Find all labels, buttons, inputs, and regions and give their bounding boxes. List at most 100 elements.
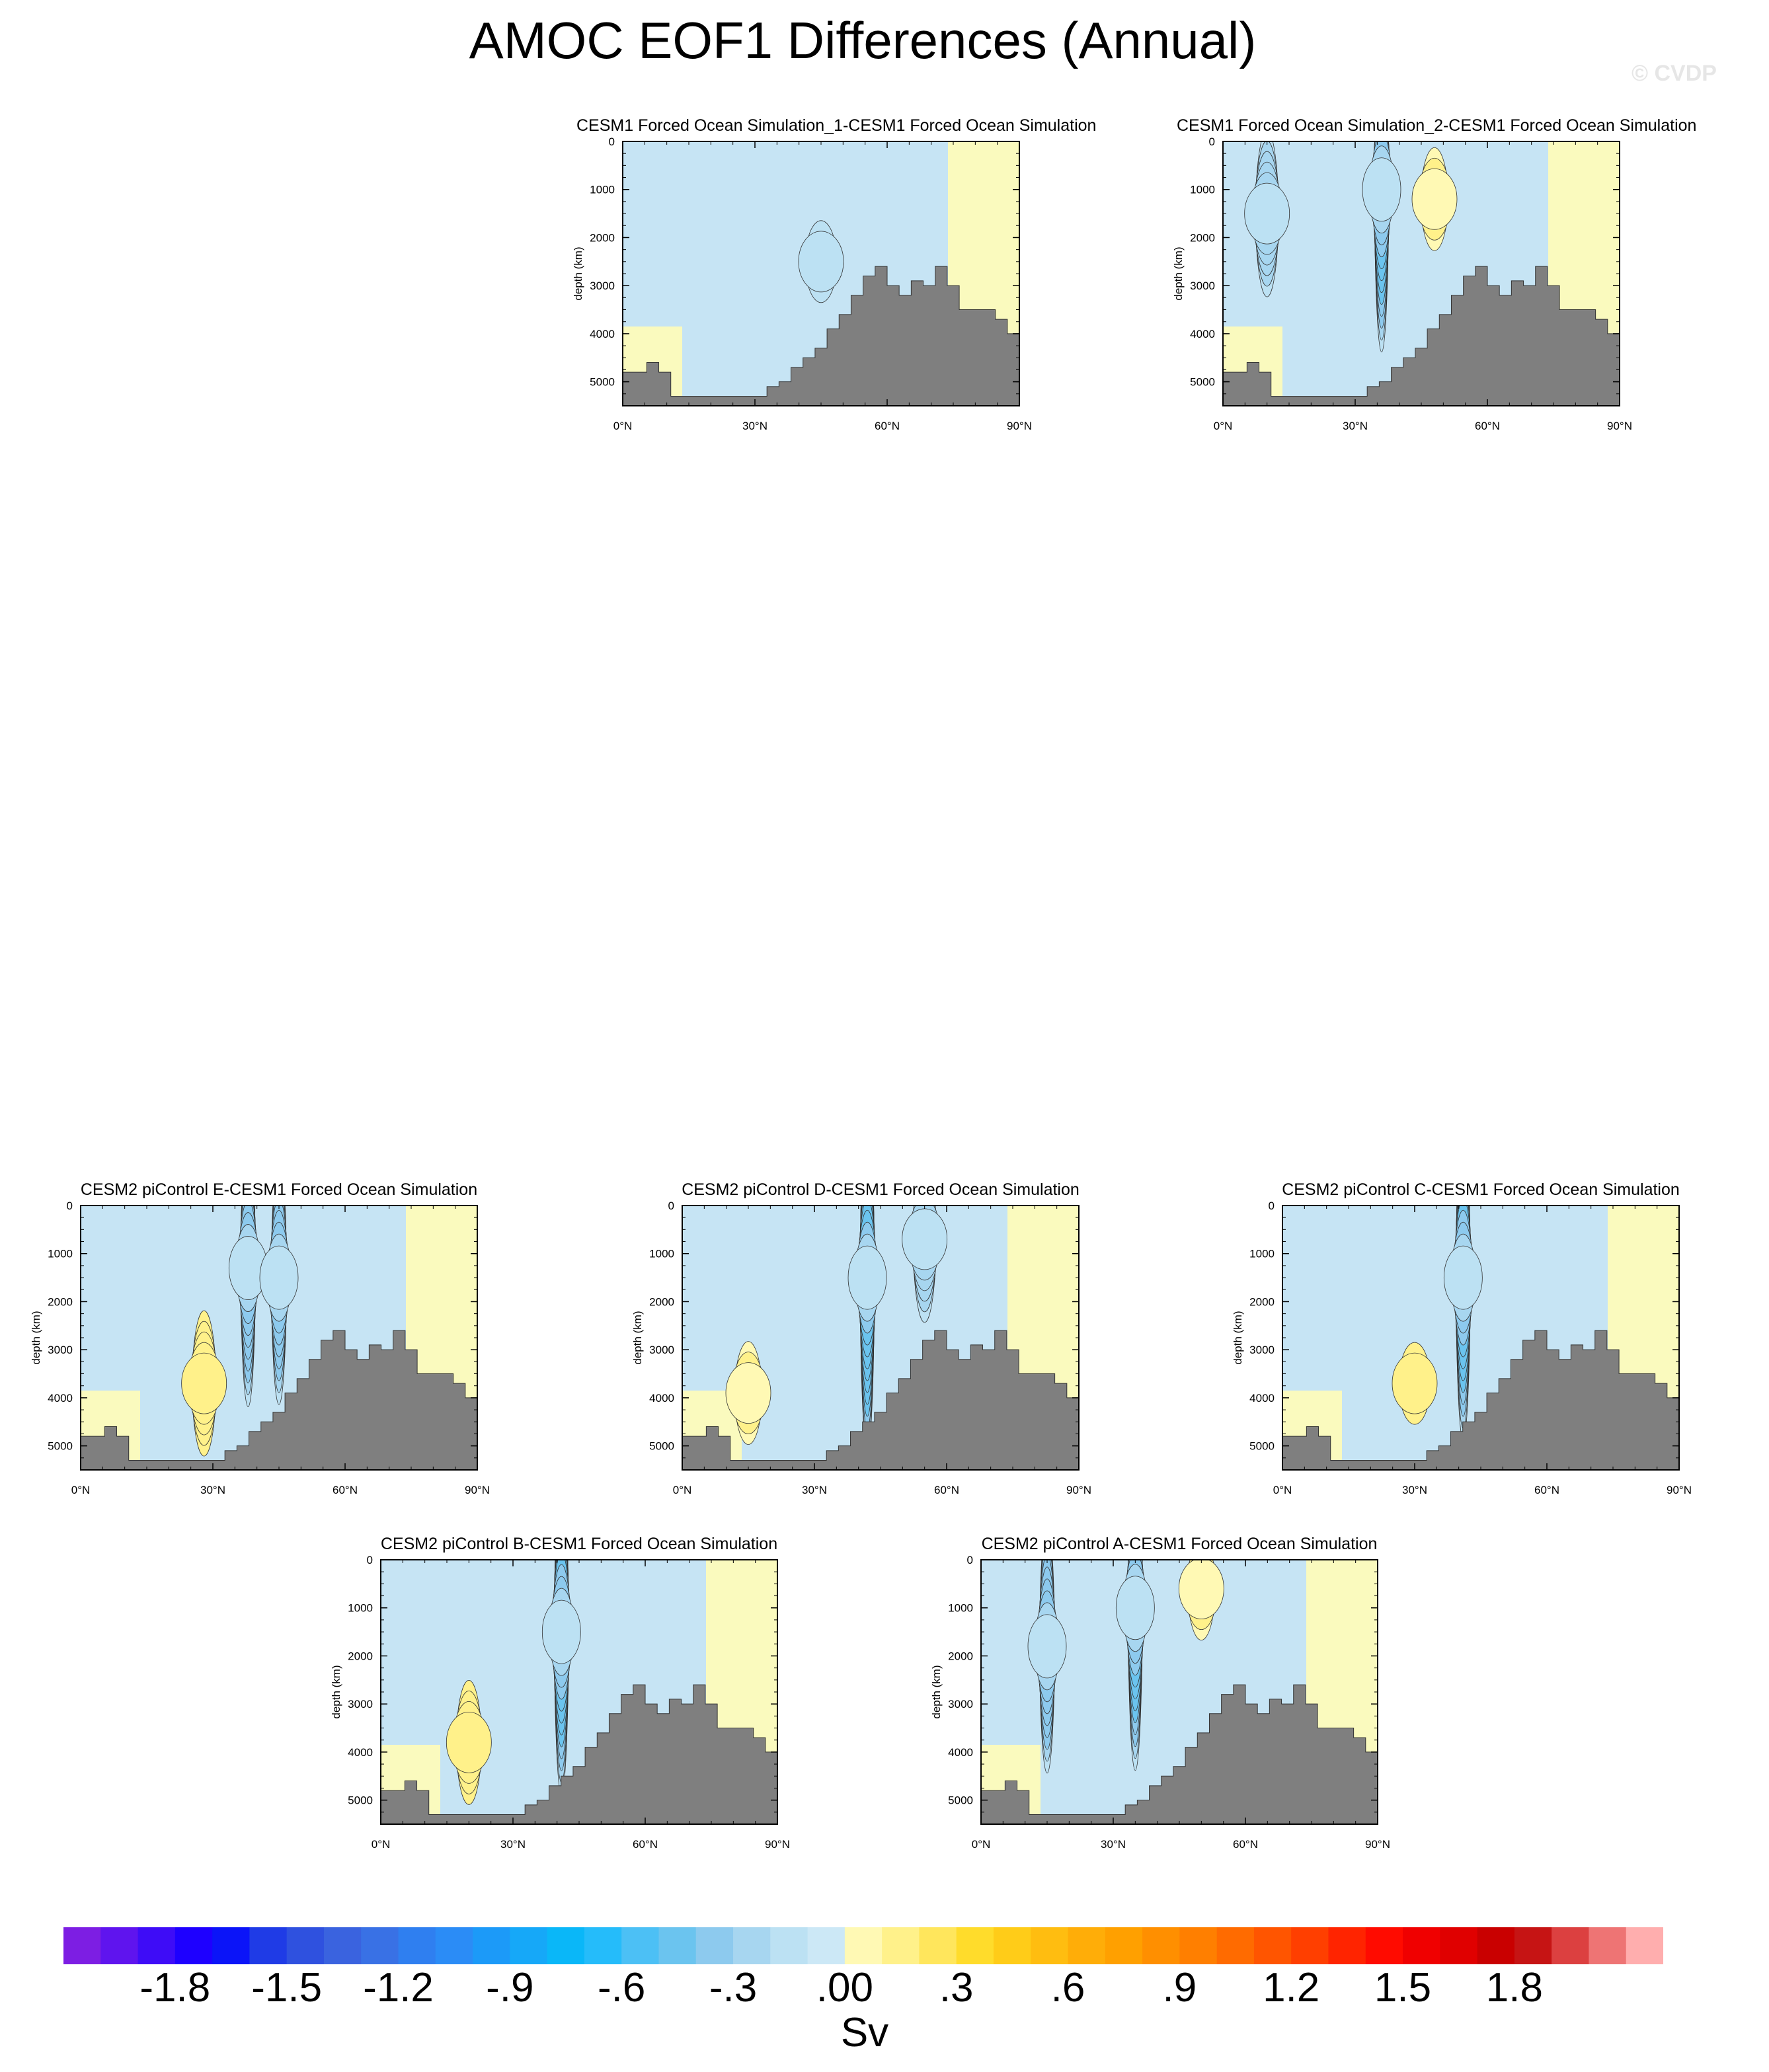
colorbar-swatch	[361, 1927, 399, 1964]
x-tick-label: 30°N	[1101, 1838, 1126, 1851]
panel-plot: 0 1000 2000 3000 4000 5000 0°N 30°N 60°N 90°N dept…	[30, 1200, 490, 1496]
colorbar-swatch	[844, 1927, 883, 1964]
y-axis-label: depth (km)	[631, 1311, 644, 1364]
y-tick-label: 2000	[590, 231, 615, 244]
cvdp-watermark: © CVDP	[1631, 61, 1717, 86]
x-tick-label: 0°N	[972, 1838, 991, 1851]
colorbar-swatch	[1626, 1927, 1663, 1964]
y-tick-label: 4000	[1249, 1392, 1275, 1404]
colorbar-swatch	[733, 1927, 771, 1964]
panel-title: CESM1 Forced Ocean Simulation_1-CESM1 Fo…	[576, 116, 1097, 135]
x-tick-label: 60°N	[333, 1484, 358, 1496]
contour-feature-1	[1244, 182, 1290, 245]
panel-plot: 0 1000 2000 3000 4000 5000 0°N 30°N 60°N 90°N dept…	[1172, 135, 1632, 432]
y-tick-label: 5000	[948, 1794, 973, 1807]
y-tick-label: 2000	[1190, 231, 1215, 244]
y-tick-label: 1000	[348, 1602, 373, 1615]
panel-plot: 0 1000 2000 3000 4000 5000 0°N 30°N 60°N 90°N dept…	[631, 1200, 1091, 1496]
bathymetry	[1282, 1330, 1679, 1470]
x-tick-label: 30°N	[742, 420, 767, 432]
colorbar-swatch	[807, 1927, 845, 1964]
colorbar-swatch	[882, 1927, 920, 1964]
y-tick-label: 0	[609, 135, 615, 148]
x-tick-label: 0°N	[1214, 420, 1233, 432]
x-tick-label: 30°N	[1343, 420, 1368, 432]
x-tick-label: 60°N	[934, 1484, 959, 1496]
colorbar-swatch	[1589, 1927, 1627, 1964]
panel-title: CESM1 Forced Ocean Simulation_2-CESM1 Fo…	[1177, 116, 1697, 135]
x-tick-label: 30°N	[1402, 1484, 1427, 1496]
panel-title: CESM2 piControl C-CESM1 Forced Ocean Sim…	[1282, 1180, 1680, 1199]
x-tick-label: 0°N	[71, 1484, 91, 1496]
y-tick-label: 1000	[649, 1248, 674, 1260]
colorbar-swatch	[1253, 1927, 1292, 1964]
colorbar-swatch	[584, 1927, 622, 1964]
y-axis-label: depth (km)	[1172, 247, 1185, 300]
colorbar-swatch	[1365, 1927, 1403, 1964]
colorbar-units: Sv	[840, 2010, 889, 2055]
contour-feature-3	[725, 1362, 771, 1424]
colorbar-swatch	[398, 1927, 436, 1964]
colorbar-tick-label: .3	[939, 1965, 974, 2011]
contour-feature-2	[1115, 1576, 1155, 1640]
panel-5: CESM2 piControl C-CESM1 Forced Ocean Sim…	[1222, 1180, 1769, 1537]
panel-plot: 0 1000 2000 3000 4000 5000 0°N 30°N 60°N 90°N dept…	[572, 135, 1032, 432]
colorbar-swatch	[1440, 1927, 1478, 1964]
y-tick-label: 1000	[948, 1602, 973, 1615]
colorbar-tick-label: -.9	[486, 1965, 534, 2011]
panel-2: CESM1 Forced Ocean Simulation_2-CESM1 Fo…	[1162, 116, 1717, 473]
bathymetry	[623, 266, 1019, 406]
colorbar-swatch	[1477, 1927, 1515, 1964]
contour-feature-1	[541, 1599, 581, 1664]
panel-4: CESM2 piControl D-CESM1 Forced Ocean Sim…	[621, 1180, 1177, 1537]
x-tick-label: 90°N	[765, 1838, 790, 1851]
contour-feature-2	[1392, 1352, 1438, 1414]
colorbar-swatch	[1068, 1927, 1106, 1964]
y-tick-label: 0	[1269, 1200, 1275, 1212]
x-tick-label: 0°N	[1273, 1484, 1292, 1496]
x-tick-label: 90°N	[465, 1484, 490, 1496]
colorbar-swatch	[919, 1927, 957, 1964]
y-axis-label: depth (km)	[30, 1311, 42, 1364]
colorbar-swatch	[1403, 1927, 1440, 1964]
contour-feature-3	[1178, 1560, 1224, 1620]
x-tick-label: 60°N	[1475, 420, 1500, 432]
x-tick-label: 30°N	[802, 1484, 827, 1496]
colorbar-swatch	[658, 1927, 697, 1964]
y-axis-label: depth (km)	[330, 1665, 342, 1718]
x-tick-label: 90°N	[1007, 420, 1032, 432]
contour-feature-3	[181, 1352, 227, 1414]
colorbar-swatch	[621, 1927, 659, 1964]
contour-feature-2	[1362, 157, 1401, 222]
x-tick-label: 90°N	[1667, 1484, 1692, 1496]
y-axis-label: depth (km)	[1232, 1311, 1244, 1364]
colorbar-swatch	[993, 1927, 1031, 1964]
colorbar-tick-label: 1.8	[1485, 1965, 1543, 2011]
x-tick-label: 0°N	[673, 1484, 692, 1496]
y-tick-label: 1000	[1249, 1248, 1275, 1260]
colorbar-swatch	[1291, 1927, 1329, 1964]
bathymetry	[682, 1330, 1079, 1470]
x-tick-label: 90°N	[1365, 1838, 1390, 1851]
contour-feature-2	[902, 1208, 948, 1270]
panel-plot: 0 1000 2000 3000 4000 5000 0°N 30°N 60°N 90°N dept…	[330, 1554, 790, 1851]
colorbar-tick-label: -1.2	[363, 1965, 434, 2011]
y-tick-label: 4000	[590, 328, 615, 340]
colorbar-swatch	[1179, 1927, 1218, 1964]
y-tick-label: 2000	[649, 1295, 674, 1308]
y-tick-label: 2000	[48, 1295, 73, 1308]
y-tick-label: 5000	[649, 1440, 674, 1453]
y-tick-label: 3000	[649, 1344, 674, 1356]
colorbar-swatch	[473, 1927, 510, 1964]
panel-3: CESM2 piControl E-CESM1 Forced Ocean Sim…	[20, 1180, 575, 1537]
colorbar-swatch	[249, 1927, 288, 1964]
x-tick-label: 60°N	[633, 1838, 658, 1851]
x-tick-label: 90°N	[1607, 420, 1632, 432]
colorbar-swatch	[1105, 1927, 1143, 1964]
colorbar-swatch	[547, 1927, 585, 1964]
y-tick-label: 1000	[1190, 184, 1215, 196]
colorbar-tick-label: -1.5	[251, 1965, 323, 2011]
y-tick-label: 0	[67, 1200, 73, 1212]
x-tick-label: 60°N	[1534, 1484, 1559, 1496]
y-tick-label: 3000	[1190, 280, 1215, 292]
